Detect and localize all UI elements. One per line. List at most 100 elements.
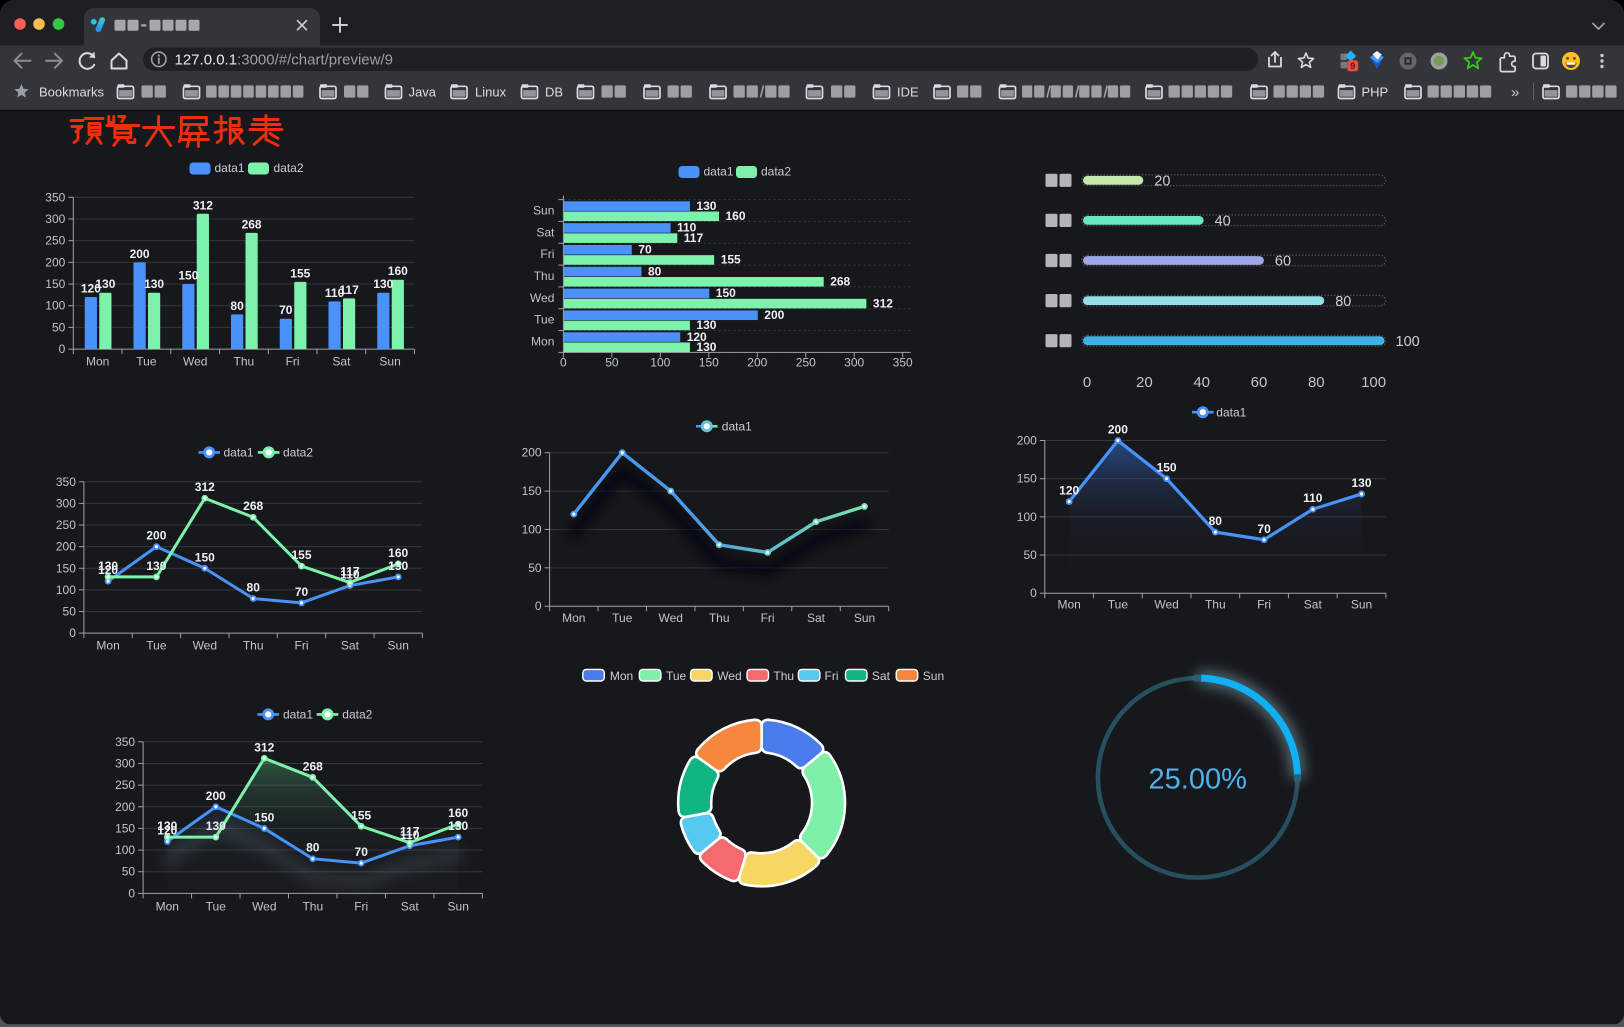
svg-text:120: 120 xyxy=(98,563,118,577)
svg-text:Sun: Sun xyxy=(379,355,400,369)
svg-text:50: 50 xyxy=(528,561,542,575)
svg-text:300: 300 xyxy=(844,356,864,370)
svg-text:120: 120 xyxy=(1059,484,1079,498)
svg-text:160: 160 xyxy=(448,806,468,820)
svg-text:70: 70 xyxy=(1257,522,1271,536)
svg-text:80: 80 xyxy=(1335,294,1351,310)
svg-text:0: 0 xyxy=(59,342,66,356)
svg-text:Fri: Fri xyxy=(286,355,300,369)
svg-text:120: 120 xyxy=(157,823,177,837)
svg-text:20: 20 xyxy=(1154,174,1170,190)
svg-text:70: 70 xyxy=(279,303,293,317)
svg-text:130: 130 xyxy=(373,277,393,291)
svg-text:Sat: Sat xyxy=(872,669,891,683)
svg-text:Sat: Sat xyxy=(1304,598,1323,612)
svg-text:Thu: Thu xyxy=(773,669,794,683)
svg-text:data2: data2 xyxy=(761,165,791,179)
svg-text:130: 130 xyxy=(95,277,115,291)
svg-text:20: 20 xyxy=(1136,374,1153,391)
svg-text:Tue: Tue xyxy=(534,313,555,327)
svg-text:Sun: Sun xyxy=(923,669,944,683)
svg-text:200: 200 xyxy=(747,356,767,370)
svg-text:70: 70 xyxy=(355,845,369,859)
svg-text:Sun: Sun xyxy=(854,611,875,625)
svg-text:250: 250 xyxy=(56,518,76,532)
svg-text:130: 130 xyxy=(448,819,468,833)
svg-text:150: 150 xyxy=(115,821,135,835)
svg-text:200: 200 xyxy=(115,800,135,814)
svg-text:Wed: Wed xyxy=(658,611,682,625)
svg-text:150: 150 xyxy=(195,550,215,564)
svg-text:80: 80 xyxy=(1308,374,1325,391)
svg-text:Thu: Thu xyxy=(1205,598,1226,612)
svg-text:100: 100 xyxy=(650,356,670,370)
svg-text:9: 9 xyxy=(1350,61,1355,71)
svg-text:268: 268 xyxy=(243,499,263,513)
svg-text:Mon: Mon xyxy=(96,639,119,653)
svg-text:Sun: Sun xyxy=(533,204,554,218)
svg-text:Wed: Wed xyxy=(530,291,554,305)
svg-text:200: 200 xyxy=(45,255,65,269)
svg-text:40: 40 xyxy=(1193,374,1210,391)
svg-text:200: 200 xyxy=(522,446,542,460)
svg-text:Java: Java xyxy=(409,84,437,99)
svg-text:data1: data1 xyxy=(722,420,752,434)
svg-text:312: 312 xyxy=(195,480,215,494)
svg-text:100: 100 xyxy=(115,843,135,857)
svg-text:Fri: Fri xyxy=(1257,598,1271,612)
svg-text:300: 300 xyxy=(45,212,65,226)
svg-text:150: 150 xyxy=(1157,461,1177,475)
svg-text:155: 155 xyxy=(351,808,371,822)
svg-text:Tue: Tue xyxy=(1108,598,1129,612)
svg-text:Fri: Fri xyxy=(354,900,368,914)
svg-text:Wed: Wed xyxy=(1154,598,1178,612)
svg-text:155: 155 xyxy=(291,548,311,562)
svg-text:Mon: Mon xyxy=(531,335,554,349)
svg-text:100: 100 xyxy=(45,299,65,313)
svg-text:120: 120 xyxy=(687,330,707,344)
svg-text:160: 160 xyxy=(388,264,408,278)
svg-text:150: 150 xyxy=(45,277,65,291)
svg-text:50: 50 xyxy=(63,605,77,619)
svg-text:Sat: Sat xyxy=(401,900,420,914)
svg-text:Mon: Mon xyxy=(1058,598,1081,612)
svg-text:0: 0 xyxy=(535,599,542,613)
svg-text:200: 200 xyxy=(1108,423,1128,437)
svg-text:50: 50 xyxy=(605,356,619,370)
svg-text:data1: data1 xyxy=(704,165,734,179)
svg-text:268: 268 xyxy=(242,217,262,231)
svg-text:300: 300 xyxy=(56,496,76,510)
svg-text:60: 60 xyxy=(1251,374,1268,391)
svg-text:160: 160 xyxy=(726,209,746,223)
svg-text:110: 110 xyxy=(677,221,697,235)
svg-text:Wed: Wed xyxy=(183,355,207,369)
svg-text:155: 155 xyxy=(721,253,741,267)
svg-text:Sun: Sun xyxy=(448,900,469,914)
svg-text:60: 60 xyxy=(1275,254,1291,270)
svg-text:Wed: Wed xyxy=(193,639,217,653)
svg-text:0: 0 xyxy=(560,356,567,370)
svg-text:IDE: IDE xyxy=(897,84,919,99)
svg-text:data1: data1 xyxy=(224,446,254,460)
svg-text:PHP: PHP xyxy=(1362,84,1389,99)
svg-text:Wed: Wed xyxy=(252,900,276,914)
svg-text:150: 150 xyxy=(716,286,736,300)
svg-text:110: 110 xyxy=(1303,491,1323,505)
svg-text:Sun: Sun xyxy=(1351,598,1372,612)
svg-text:100: 100 xyxy=(56,583,76,597)
svg-text:70: 70 xyxy=(638,243,652,257)
svg-text:268: 268 xyxy=(303,759,323,773)
svg-text:117: 117 xyxy=(400,825,420,839)
svg-text:130: 130 xyxy=(696,340,716,354)
svg-text:350: 350 xyxy=(115,735,135,749)
svg-text:Mon: Mon xyxy=(156,900,179,914)
svg-text:200: 200 xyxy=(56,540,76,554)
svg-text:80: 80 xyxy=(648,264,662,278)
svg-text:data2: data2 xyxy=(274,161,304,175)
svg-text:350: 350 xyxy=(893,356,913,370)
svg-text:0: 0 xyxy=(128,886,135,900)
svg-text:200: 200 xyxy=(1017,434,1037,448)
svg-text:312: 312 xyxy=(193,198,213,212)
svg-text:Thu: Thu xyxy=(234,355,255,369)
svg-text:data2: data2 xyxy=(283,446,313,460)
